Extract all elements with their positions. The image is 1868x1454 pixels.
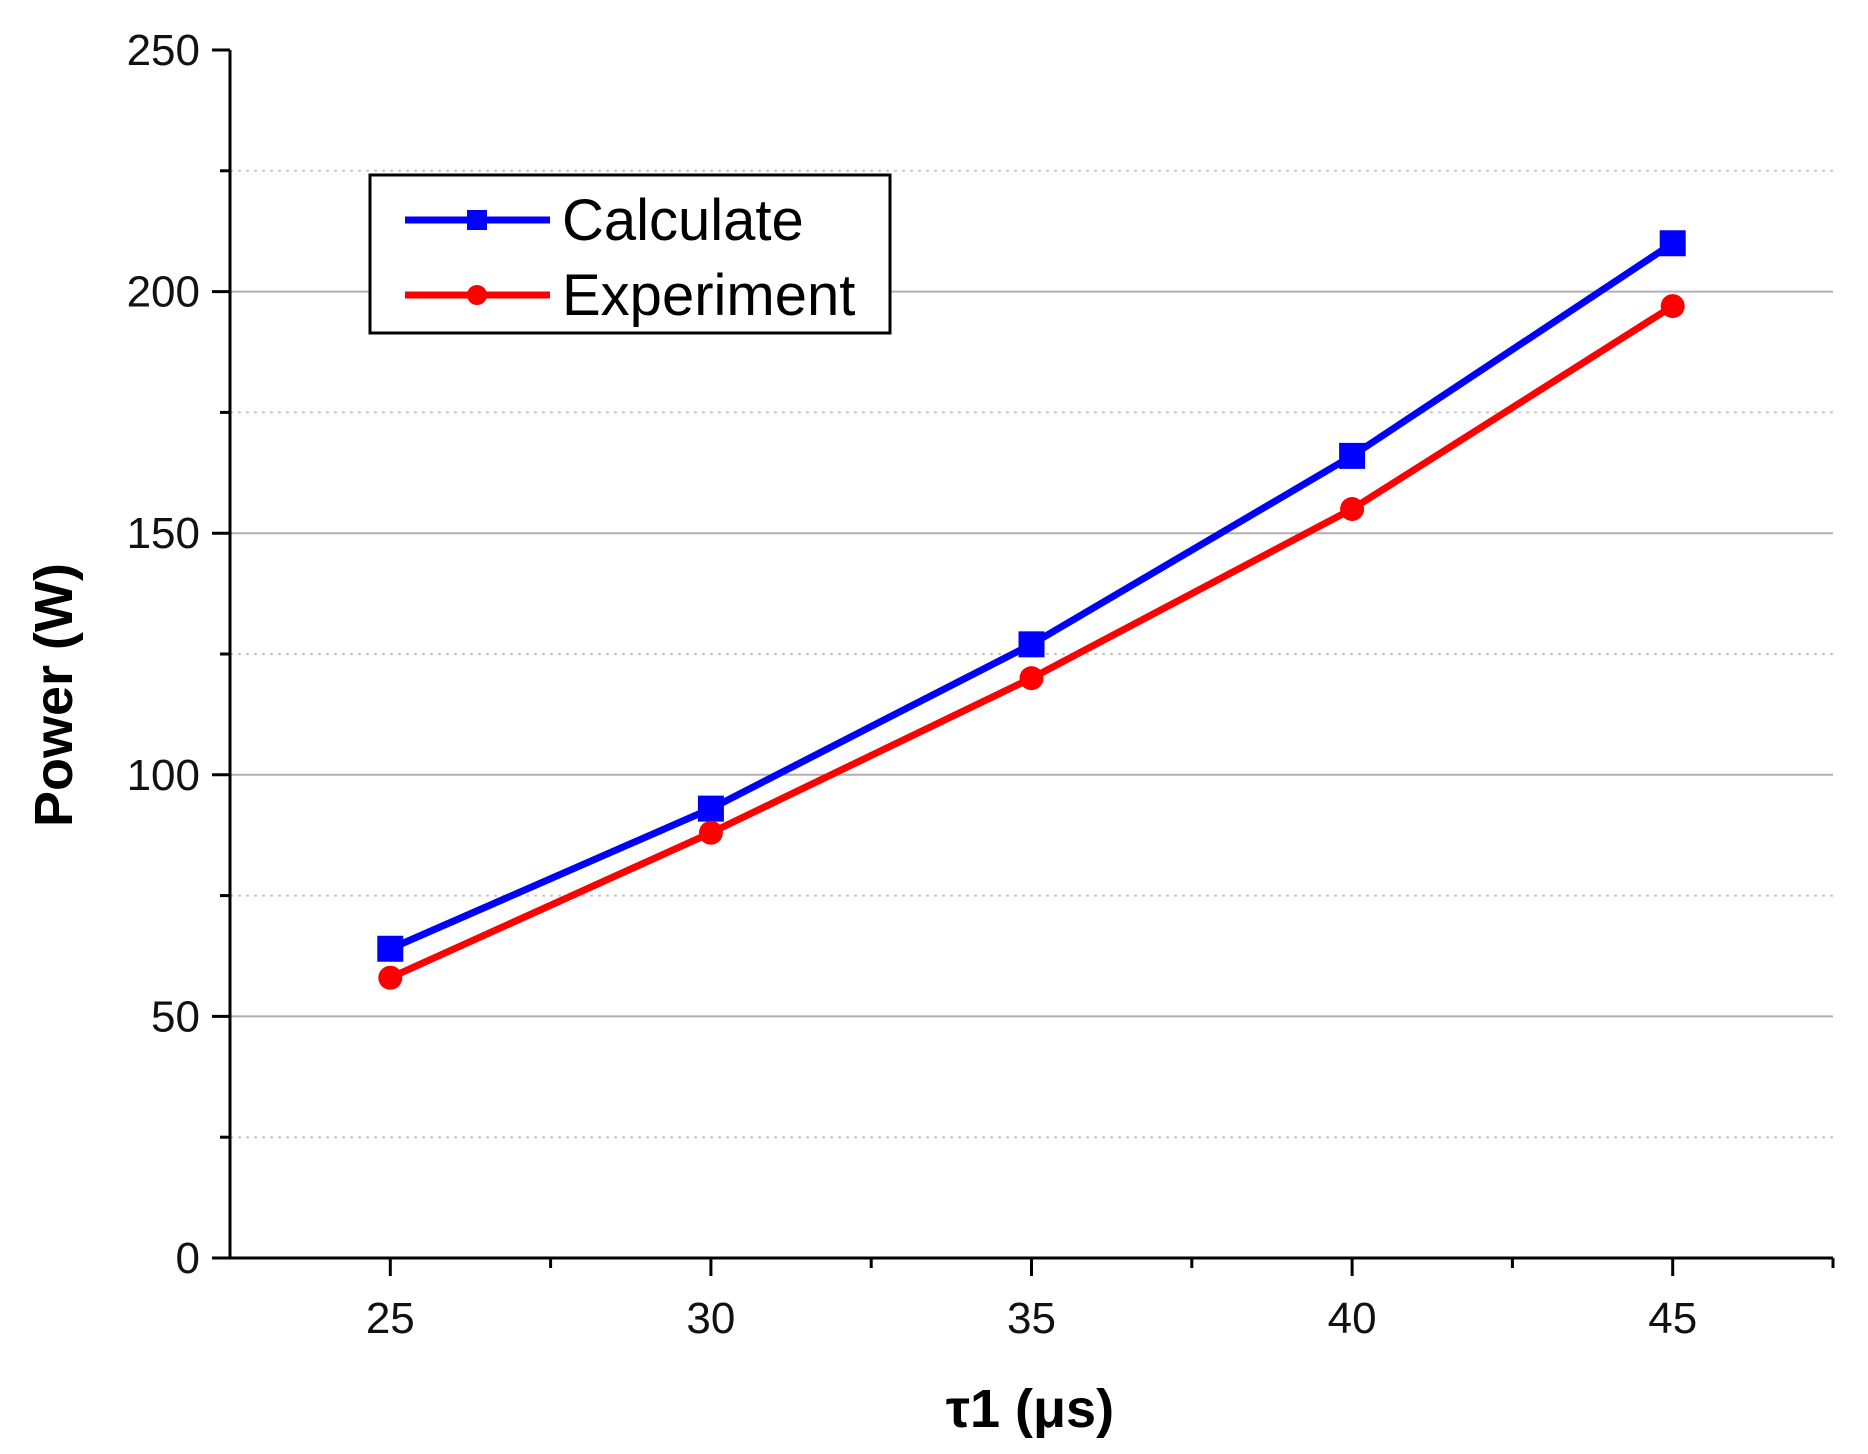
data-point-calculate (1659, 230, 1686, 257)
series-layer (377, 230, 1686, 990)
data-point-experiment (1340, 497, 1365, 522)
x-axis-title: τ1 (μs) (946, 1379, 1114, 1439)
series-experiment (378, 294, 1685, 990)
y-axis-title: Power (W) (24, 563, 84, 827)
data-point-experiment (698, 820, 723, 845)
data-point-experiment (378, 965, 403, 990)
legend-label-experiment: Experiment (562, 263, 855, 328)
data-point-calculate (377, 935, 404, 962)
x-tick-label: 40 (1328, 1294, 1377, 1343)
legend-label-calculate: Calculate (562, 188, 804, 253)
axes-layer: 0 50 100 150 200 250 25 30 35 40 45 (127, 26, 1835, 1343)
y-tick-label: 100 (127, 751, 200, 800)
y-tick-label: 150 (127, 509, 200, 558)
legend-marker-calculate (467, 210, 487, 230)
y-tick-label: 50 (151, 992, 200, 1041)
series-line-calculate (388, 240, 1675, 952)
series-calculate (377, 230, 1686, 962)
y-tick-label: 200 (127, 268, 200, 317)
data-point-experiment (1660, 294, 1685, 319)
data-point-calculate (1339, 442, 1366, 469)
legend-box (368, 173, 892, 335)
x-tick-label: 35 (1007, 1294, 1056, 1343)
legend-marker-experiment (467, 285, 487, 305)
data-point-calculate (697, 795, 724, 822)
data-point-calculate (1018, 631, 1045, 658)
x-tick-label: 25 (366, 1294, 415, 1343)
x-tick-label: 45 (1648, 1294, 1697, 1343)
y-tick-label: 0 (176, 1234, 200, 1283)
y-tick-label: 250 (127, 26, 200, 75)
legend: Calculate Experiment (368, 173, 892, 335)
data-point-experiment (1019, 666, 1044, 691)
x-tick-label: 30 (686, 1294, 735, 1343)
